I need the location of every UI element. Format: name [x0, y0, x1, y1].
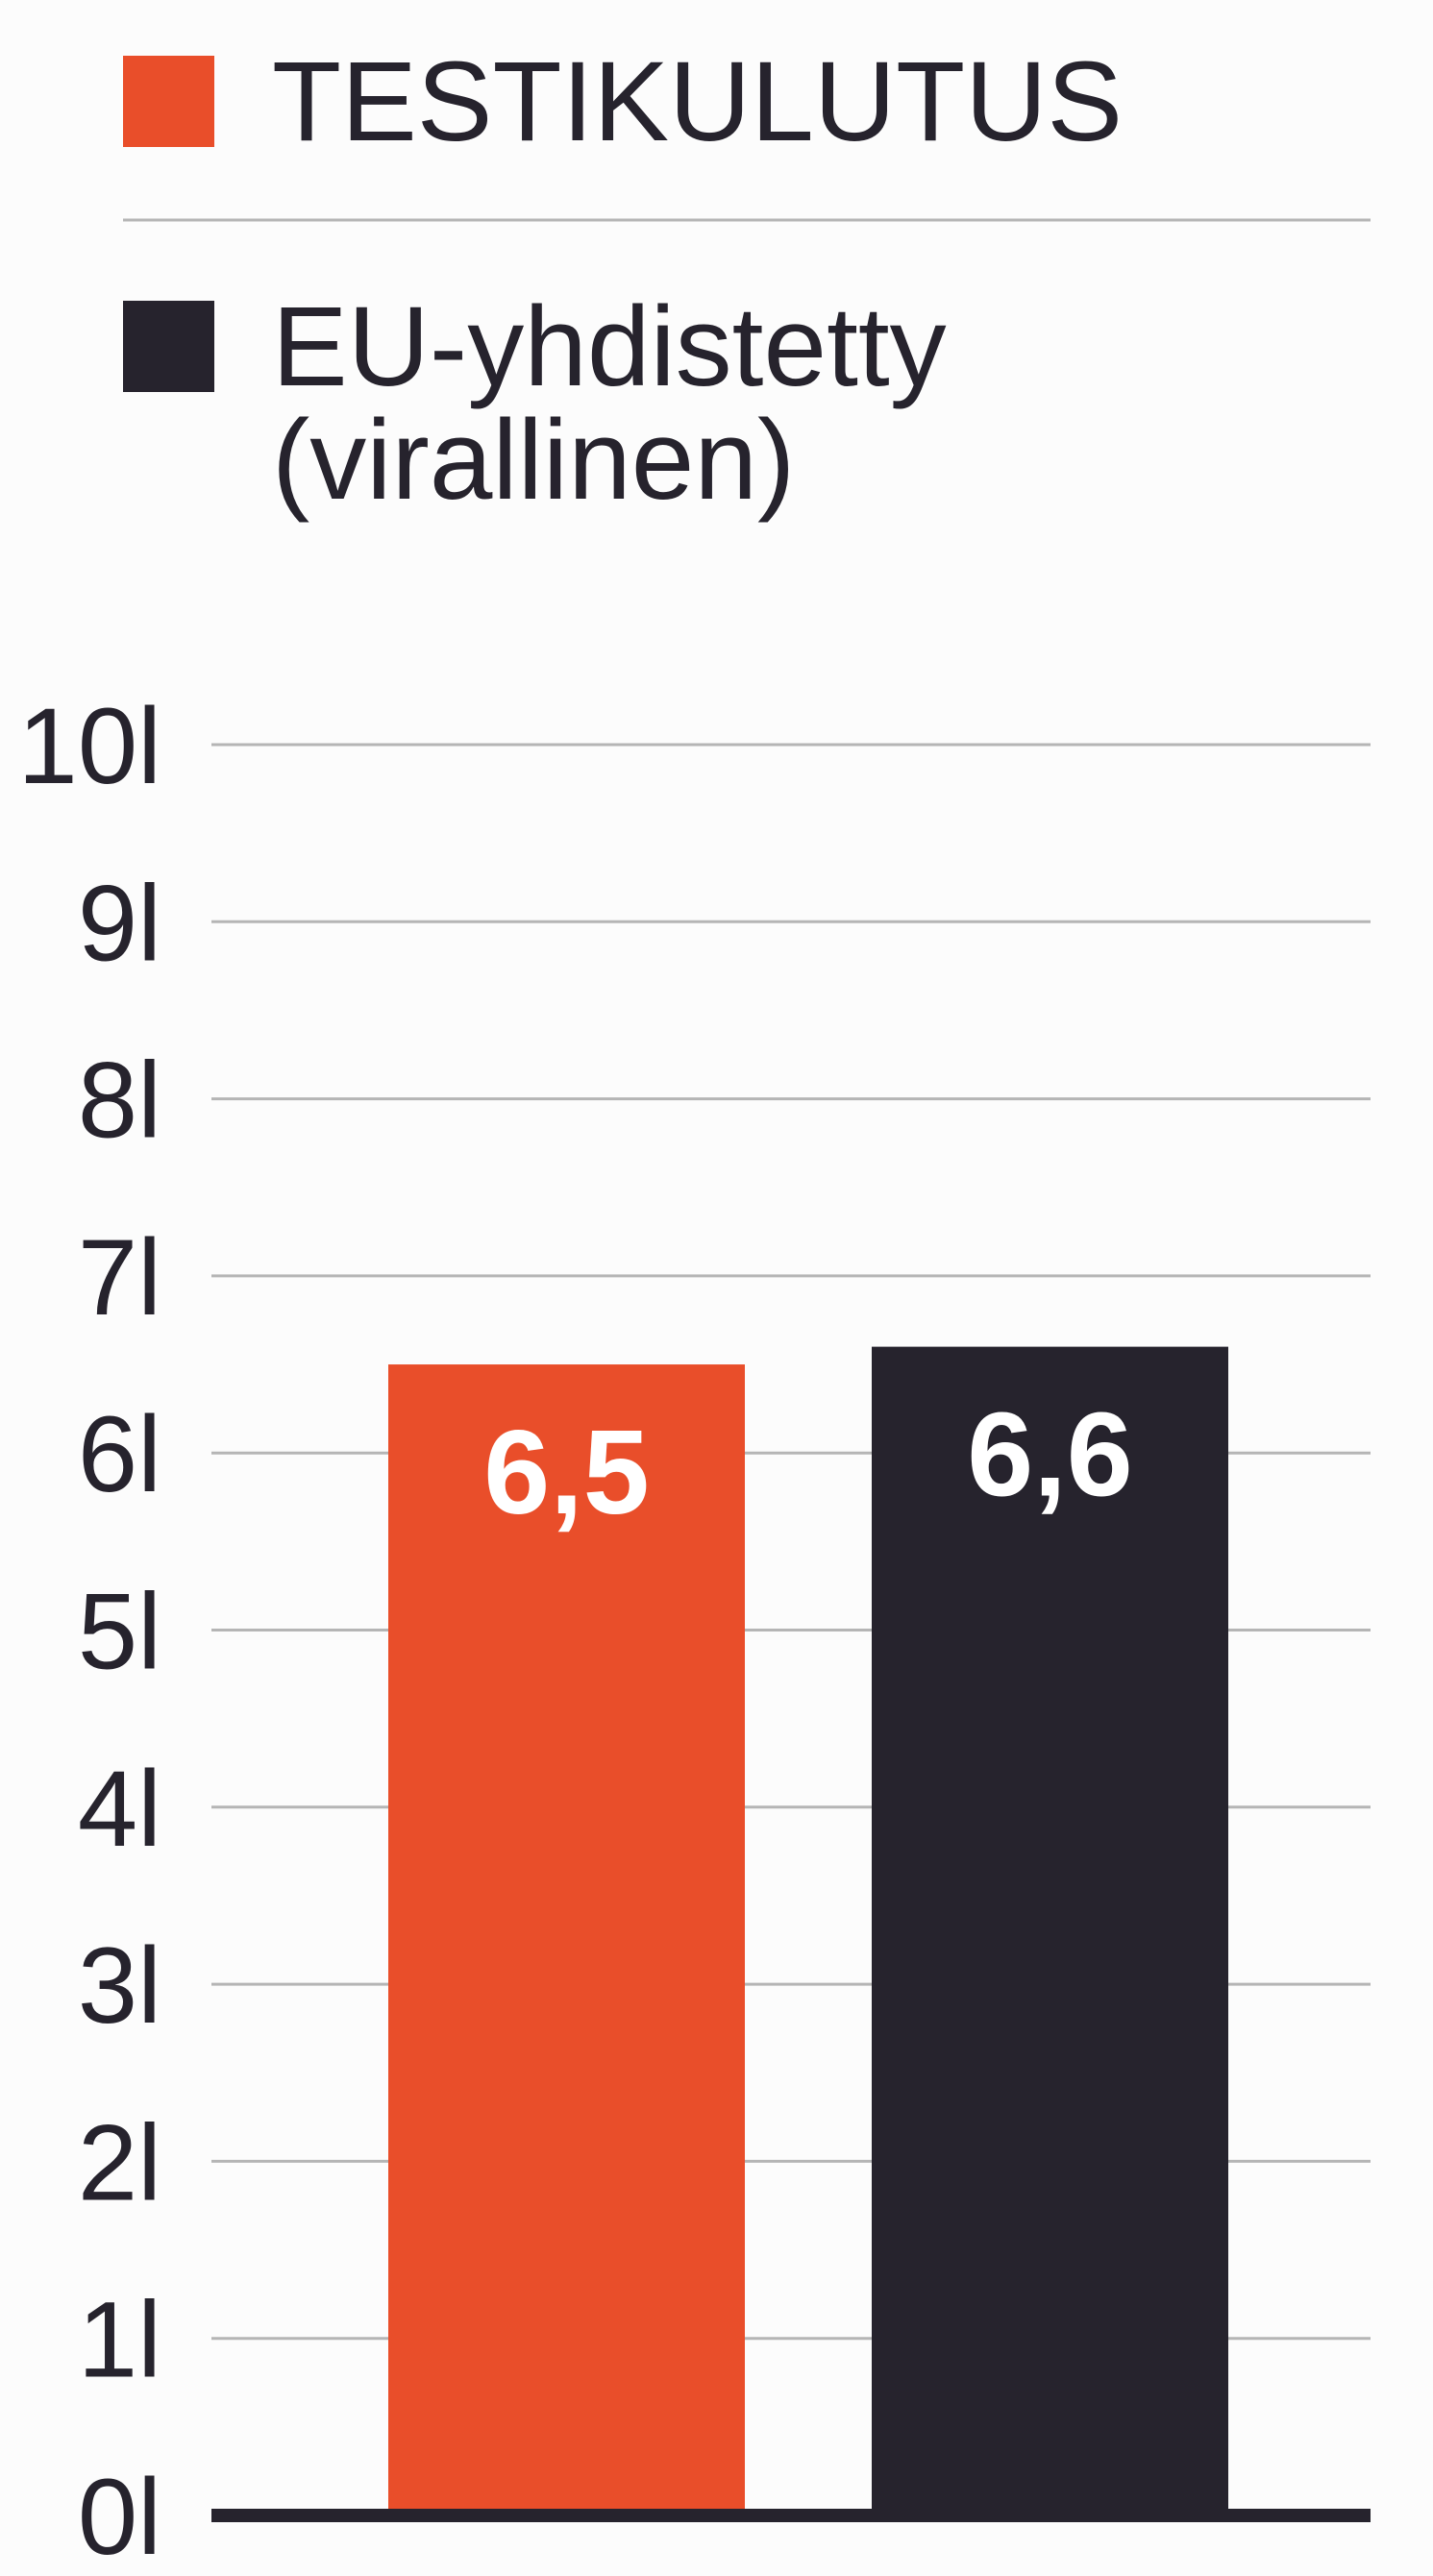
- y-tick-label-2: 2l: [78, 2102, 161, 2222]
- y-axis-ticks: 0l 1l 2l 3l 4l 5l 6l 7l 8l 9l 10l: [18, 686, 161, 2576]
- legend-label-2-line-2: (virallinen): [272, 397, 795, 524]
- y-tick-label-0: 0l: [78, 2457, 161, 2576]
- y-tick-label-7: 7l: [78, 1217, 161, 1337]
- y-tick-label-3: 3l: [78, 1926, 161, 2046]
- y-tick-label-10: 10l: [18, 686, 161, 806]
- legend: TESTIKULUTUS EU-yhdistetty(virallinen): [123, 38, 1123, 524]
- legend-swatch-1: [123, 56, 214, 147]
- legend-label-1-line-1: TESTIKULUTUS: [272, 38, 1123, 165]
- y-tick-label-1: 1l: [78, 2280, 161, 2400]
- y-tick-label-8: 8l: [78, 1041, 161, 1161]
- legend-label-2-line-1: EU-yhdistetty: [272, 283, 947, 410]
- y-tick-label-4: 4l: [78, 1749, 161, 1869]
- y-tick-label-6: 6l: [78, 1394, 161, 1514]
- y-tick-label-9: 9l: [78, 863, 161, 983]
- y-tick-label-5: 5l: [78, 1572, 161, 1692]
- value-label-2: 6,6: [967, 1389, 1132, 1522]
- legend-swatch-2: [123, 301, 214, 392]
- bar-2: [872, 1346, 1228, 2515]
- bars: 6,5 6,6: [388, 1346, 1228, 2515]
- value-label-1: 6,5: [483, 1407, 649, 1539]
- bar-1: [388, 1364, 745, 2515]
